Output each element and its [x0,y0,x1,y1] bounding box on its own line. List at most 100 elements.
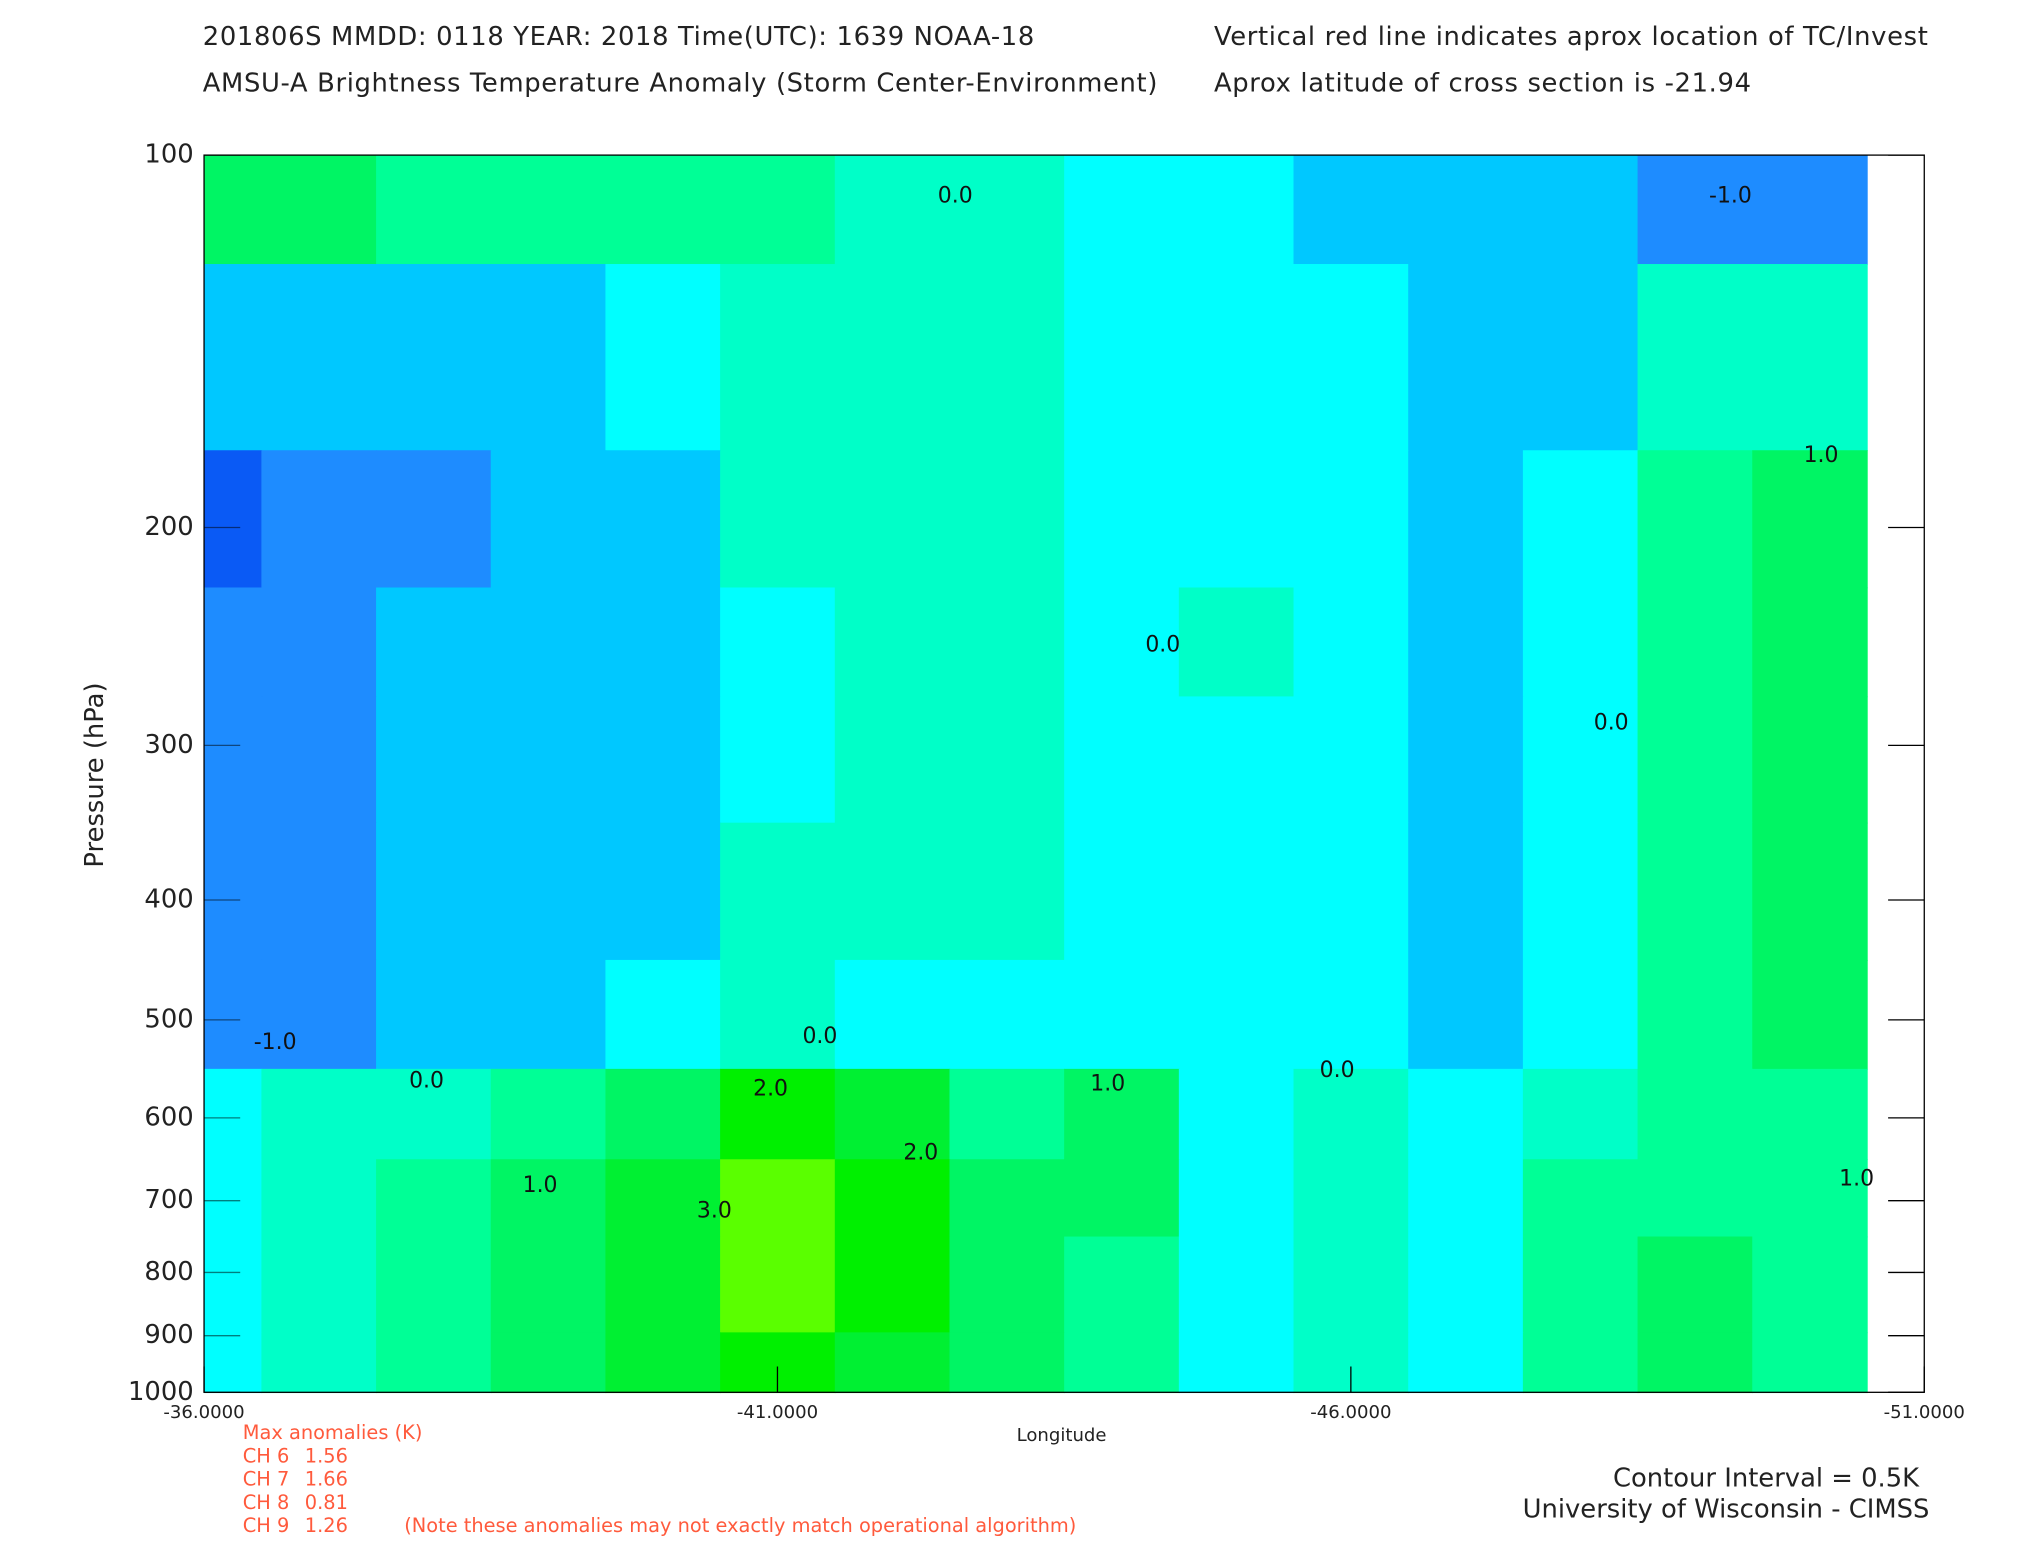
x-axis-label: Longitude [1017,1425,1107,1446]
field-cell [1293,1236,1409,1334]
field-cell [1522,155,1639,265]
field-cell [605,696,721,824]
field-cell [605,959,721,1070]
field-cell [376,587,492,698]
field-cell [1178,959,1295,1070]
field-cell [834,587,951,698]
field-cell [949,1332,1065,1394]
contour-label: 1.0 [1090,1072,1125,1097]
field-cell [1064,1068,1180,1161]
y-tick-label: 1000 [128,1377,194,1407]
field-cell [1522,264,1639,452]
field-cell [1064,587,1180,698]
contour-label: 0.0 [1320,1058,1355,1083]
field-cell [605,450,721,589]
field-cell [1637,450,1754,589]
field-cell [720,959,836,1070]
field-cell [204,155,263,265]
field-cell [1178,1332,1295,1394]
field-cell [605,822,721,961]
field-cell [720,264,836,452]
field-cell [720,1068,836,1161]
y-tick-label: 400 [144,884,193,914]
field-cell [490,959,607,1070]
field-cell [605,1236,721,1334]
field-cell [1178,587,1295,698]
field-cell [376,822,492,961]
field-cell [1293,587,1409,698]
field-cell [720,155,836,265]
field-cell [1752,1332,1868,1394]
contour-label: -1.0 [254,1030,297,1055]
channel-value: 1.26 [305,1514,348,1537]
field-cell [204,1068,263,1161]
field-cell [834,1236,951,1334]
field-cell [720,822,836,961]
field-cell [1752,822,1868,961]
field-cell [949,822,1065,961]
header-line: Aprox latitude of cross section is -21.9… [1214,69,1752,99]
field-cell [1293,450,1409,589]
field-cell [490,1236,607,1334]
field-cell [1752,696,1868,824]
field-cell [1752,264,1868,452]
credit: University of Wisconsin - CIMSS [1523,1494,1930,1524]
field-cell [1637,959,1754,1070]
field-cell [261,822,377,961]
field-cell [490,696,607,824]
field-cell [1408,1159,1524,1238]
field-cell [204,822,263,961]
field-cell [720,1236,836,1334]
contour-label: 3.0 [697,1198,732,1223]
field-cell [1408,1068,1524,1161]
field-cell [261,1236,377,1334]
field-cell [490,1332,607,1394]
field-cell [834,1159,951,1238]
field-cell [1522,822,1639,961]
field-cell [949,264,1065,452]
field-cell [1178,1236,1295,1334]
field-cell [1178,696,1295,824]
field-cell [1293,696,1409,824]
field-cell [605,587,721,698]
field-cell [605,1159,721,1238]
field-cell [1408,1332,1524,1394]
field-cell [490,587,607,698]
field-cell [1408,1236,1524,1334]
field-cell [834,264,951,452]
field [204,155,1868,1394]
field-cell [261,959,377,1070]
field-cell [1637,696,1754,824]
field-cell [376,1236,492,1334]
field-cell [1064,264,1180,452]
field-cell [949,1236,1065,1334]
field-cell [490,264,607,452]
field-cell [490,1068,607,1161]
field-cell [1752,1159,1868,1238]
field-cell [1178,264,1295,452]
contour-label: 0.0 [802,1024,837,1049]
field-cell [1293,1068,1409,1161]
field-cell [261,1332,377,1394]
max-anomalies-title: Max anomalies (K) [243,1421,423,1444]
channel-value: 0.81 [305,1491,348,1514]
field-cell [1064,1236,1180,1334]
y-tick-label: 800 [144,1257,193,1287]
field-cell [720,450,836,589]
y-axis-label: Pressure (hPa) [80,682,110,867]
field-cell [1293,155,1409,265]
y-tick-label: 700 [144,1185,193,1215]
field-cell [1752,959,1868,1070]
field-cell [1064,1159,1180,1238]
field-cell [1637,1068,1754,1161]
header-line: AMSU-A Brightness Temperature Anomaly (S… [203,69,1158,99]
field-cell [204,450,263,589]
field-cell [834,155,951,265]
field-cell [376,1068,492,1161]
field-cell [261,155,377,265]
field-cell [1064,696,1180,824]
field-cell [261,587,377,698]
plot-frame [203,154,1925,1393]
field-cell [605,264,721,452]
